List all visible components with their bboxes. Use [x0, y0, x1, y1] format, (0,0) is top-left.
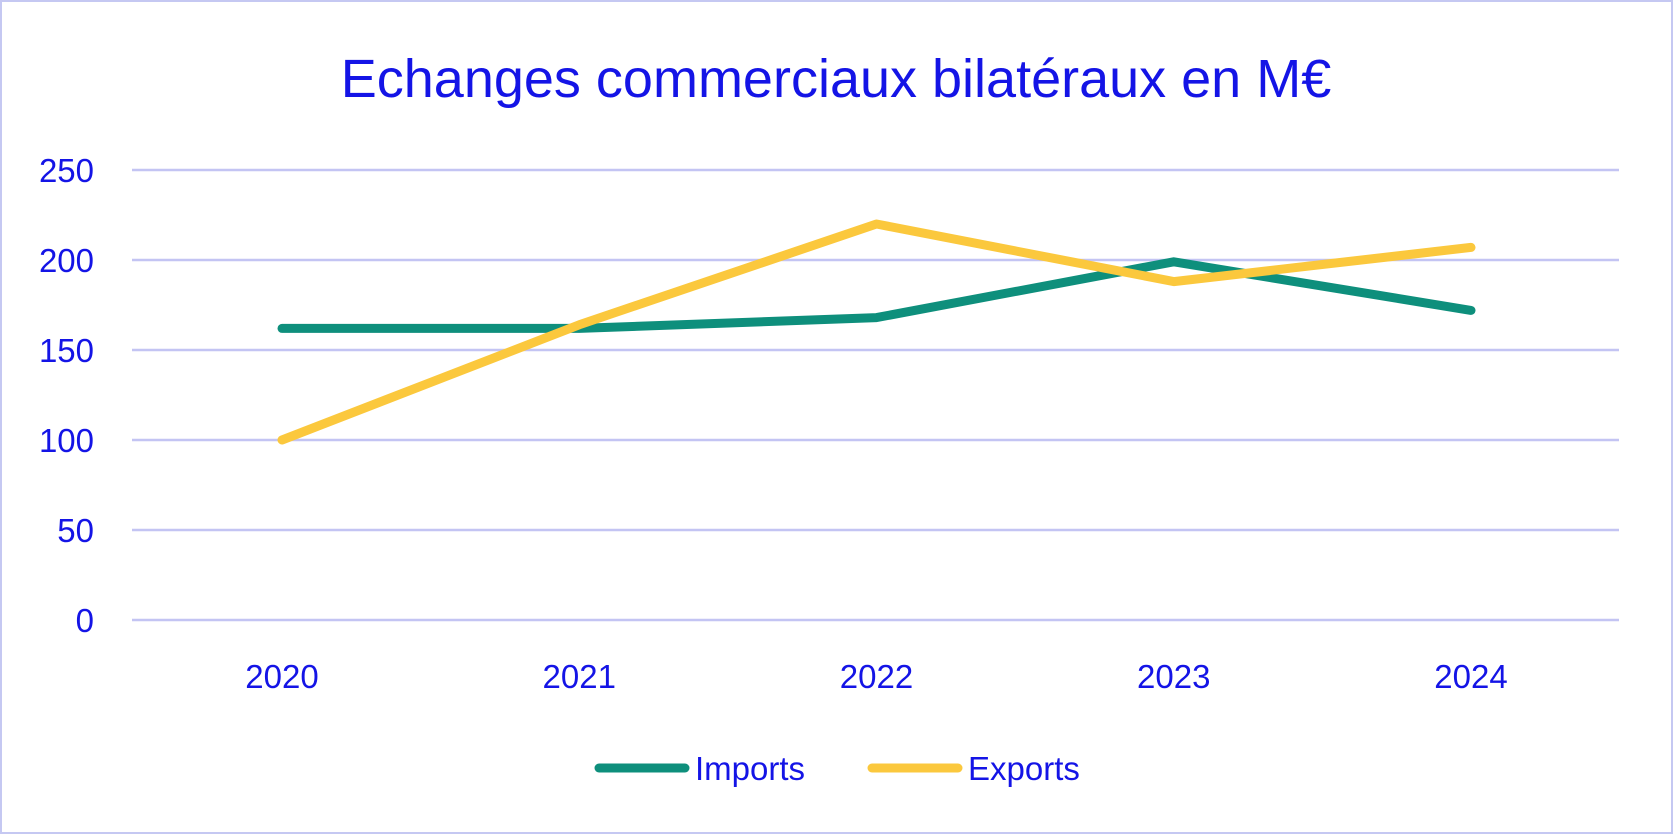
x-tick-label: 2020 — [245, 658, 318, 695]
x-tick-label: 2021 — [543, 658, 616, 695]
y-tick-label: 100 — [39, 422, 94, 459]
x-tick-label: 2022 — [840, 658, 913, 695]
y-gridlines — [132, 168, 1619, 622]
y-tick-label: 250 — [39, 152, 94, 189]
legend-item-imports: Imports — [594, 750, 805, 787]
series-lines — [277, 219, 1476, 445]
legend-label: Exports — [968, 750, 1080, 787]
y-tick-label: 50 — [57, 512, 94, 549]
x-tick-labels: 2020 2021 2022 2023 2024 — [245, 658, 1507, 695]
x-tick-label: 2023 — [1137, 658, 1210, 695]
legend-label: Imports — [695, 750, 805, 787]
legend: Imports Exports — [594, 750, 1080, 787]
x-tick-label: 2024 — [1434, 658, 1507, 695]
legend-item-exports: Exports — [867, 750, 1080, 787]
y-tick-labels: 0 50 100 150 200 250 — [39, 152, 94, 639]
y-tick-label: 200 — [39, 242, 94, 279]
y-tick-label: 0 — [76, 602, 94, 639]
y-tick-label: 150 — [39, 332, 94, 369]
chart-title: Echanges commerciaux bilatéraux en M€ — [341, 49, 1331, 109]
